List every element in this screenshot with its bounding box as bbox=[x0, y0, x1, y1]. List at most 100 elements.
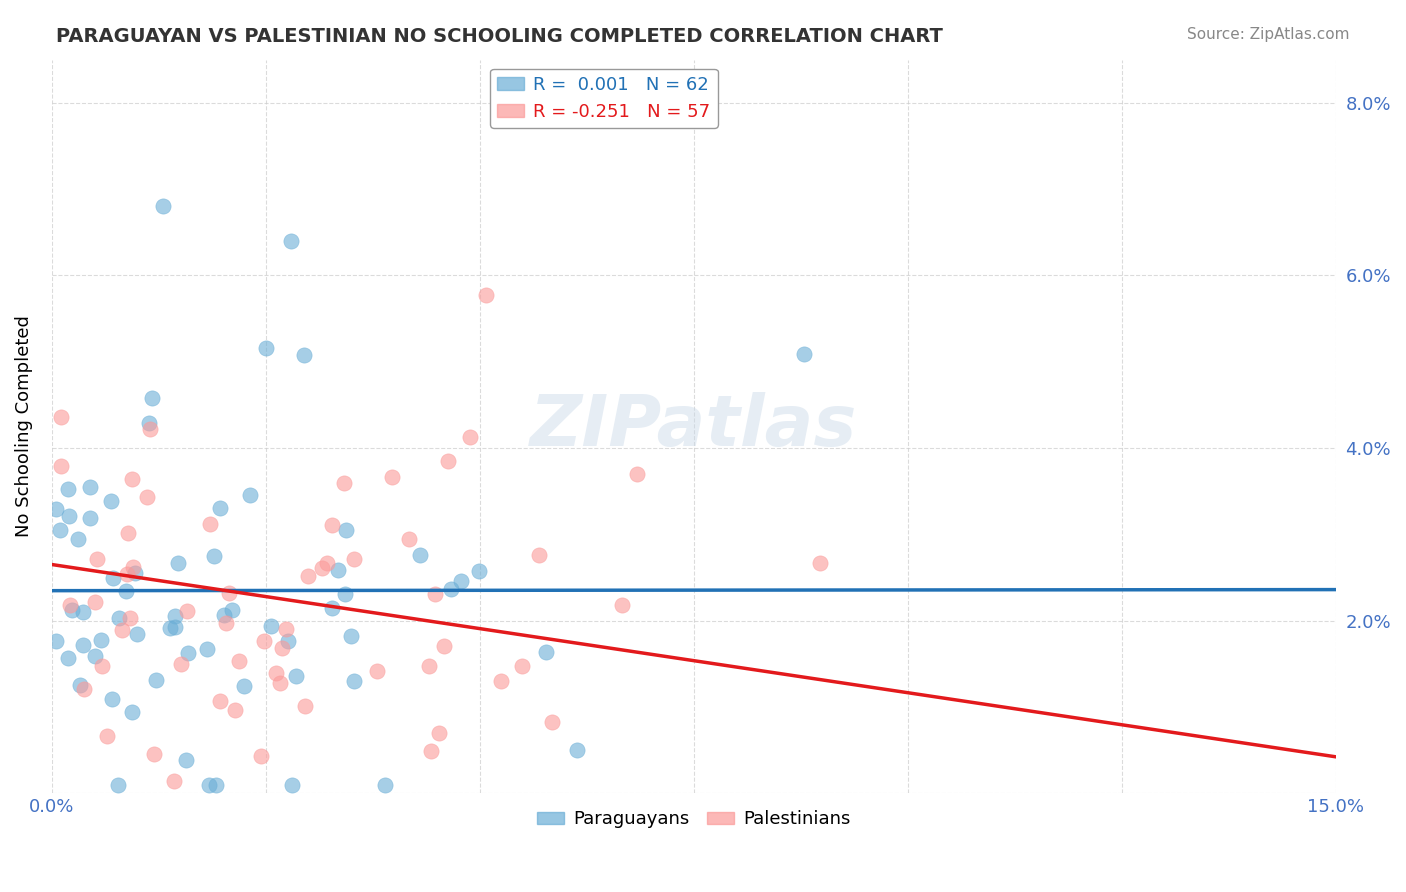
Point bbox=[321, 517, 343, 532]
Point bbox=[221, 603, 243, 617]
Point bbox=[209, 501, 232, 516]
Point bbox=[277, 633, 299, 648]
Point bbox=[176, 647, 198, 661]
Legend: Paraguayans, Palestinians: Paraguayans, Palestinians bbox=[530, 803, 858, 836]
Point bbox=[197, 641, 219, 656]
Point bbox=[316, 557, 339, 571]
Point bbox=[198, 778, 221, 792]
Point bbox=[541, 715, 564, 730]
Point bbox=[274, 622, 297, 636]
Point bbox=[117, 567, 139, 582]
Point bbox=[335, 523, 357, 537]
Point bbox=[281, 778, 304, 792]
Point bbox=[136, 490, 159, 504]
Point bbox=[84, 595, 107, 609]
Point bbox=[381, 470, 404, 484]
Point bbox=[141, 391, 163, 405]
Point bbox=[269, 676, 291, 690]
Point bbox=[45, 634, 67, 648]
Point bbox=[280, 234, 302, 248]
Point bbox=[343, 674, 366, 689]
Point bbox=[90, 632, 112, 647]
Point bbox=[115, 584, 138, 599]
Point bbox=[427, 726, 450, 740]
Point bbox=[626, 467, 648, 482]
Point bbox=[108, 611, 131, 625]
Point bbox=[297, 569, 319, 583]
Point bbox=[793, 347, 815, 361]
Point bbox=[72, 638, 94, 652]
Point bbox=[311, 561, 333, 575]
Point bbox=[333, 587, 356, 601]
Point bbox=[143, 747, 166, 762]
Point bbox=[167, 556, 190, 570]
Point bbox=[468, 564, 491, 578]
Point bbox=[163, 774, 186, 789]
Point bbox=[100, 494, 122, 508]
Point bbox=[62, 603, 84, 617]
Point bbox=[125, 627, 148, 641]
Point bbox=[202, 549, 225, 563]
Point bbox=[264, 666, 287, 681]
Point bbox=[489, 674, 512, 689]
Point bbox=[45, 501, 67, 516]
Point bbox=[159, 621, 181, 635]
Point bbox=[529, 548, 551, 562]
Point bbox=[398, 533, 420, 547]
Point bbox=[343, 552, 366, 566]
Point bbox=[254, 341, 277, 355]
Point bbox=[163, 619, 186, 633]
Point bbox=[56, 651, 79, 665]
Point bbox=[224, 703, 246, 717]
Point bbox=[120, 611, 142, 625]
Point bbox=[51, 409, 73, 424]
Point bbox=[808, 557, 831, 571]
Point bbox=[145, 673, 167, 687]
Point bbox=[423, 587, 446, 601]
Point bbox=[565, 743, 588, 757]
Point bbox=[260, 619, 283, 633]
Point bbox=[328, 563, 350, 577]
Point bbox=[59, 598, 82, 612]
Point bbox=[122, 559, 145, 574]
Point bbox=[228, 654, 250, 668]
Point bbox=[49, 523, 72, 537]
Point bbox=[433, 640, 456, 654]
Point bbox=[111, 623, 134, 637]
Point bbox=[212, 608, 235, 623]
Point bbox=[101, 692, 124, 706]
Point bbox=[79, 480, 101, 494]
Point bbox=[66, 533, 89, 547]
Point bbox=[534, 645, 557, 659]
Text: ZIPatlas: ZIPatlas bbox=[530, 392, 858, 461]
Point bbox=[218, 586, 240, 600]
Point bbox=[69, 678, 91, 692]
Point bbox=[292, 348, 315, 362]
Point bbox=[49, 459, 72, 474]
Point bbox=[458, 430, 481, 444]
Text: Source: ZipAtlas.com: Source: ZipAtlas.com bbox=[1187, 27, 1350, 42]
Y-axis label: No Schooling Completed: No Schooling Completed bbox=[15, 316, 32, 537]
Point bbox=[107, 778, 129, 792]
Point bbox=[239, 488, 262, 502]
Point bbox=[138, 416, 160, 430]
Point bbox=[209, 694, 232, 708]
Point bbox=[124, 566, 146, 581]
Point bbox=[174, 753, 197, 767]
Point bbox=[121, 705, 143, 719]
Point bbox=[418, 658, 440, 673]
Text: PARAGUAYAN VS PALESTINIAN NO SCHOOLING COMPLETED CORRELATION CHART: PARAGUAYAN VS PALESTINIAN NO SCHOOLING C… bbox=[56, 27, 943, 45]
Point bbox=[121, 472, 143, 486]
Point bbox=[84, 648, 107, 663]
Point bbox=[271, 641, 294, 656]
Point bbox=[215, 615, 238, 630]
Point bbox=[419, 744, 441, 758]
Point bbox=[333, 475, 356, 490]
Point bbox=[250, 748, 273, 763]
Point bbox=[152, 199, 174, 213]
Point bbox=[232, 679, 254, 693]
Point bbox=[205, 778, 228, 792]
Point bbox=[409, 548, 432, 562]
Point bbox=[321, 601, 343, 615]
Point bbox=[117, 526, 139, 541]
